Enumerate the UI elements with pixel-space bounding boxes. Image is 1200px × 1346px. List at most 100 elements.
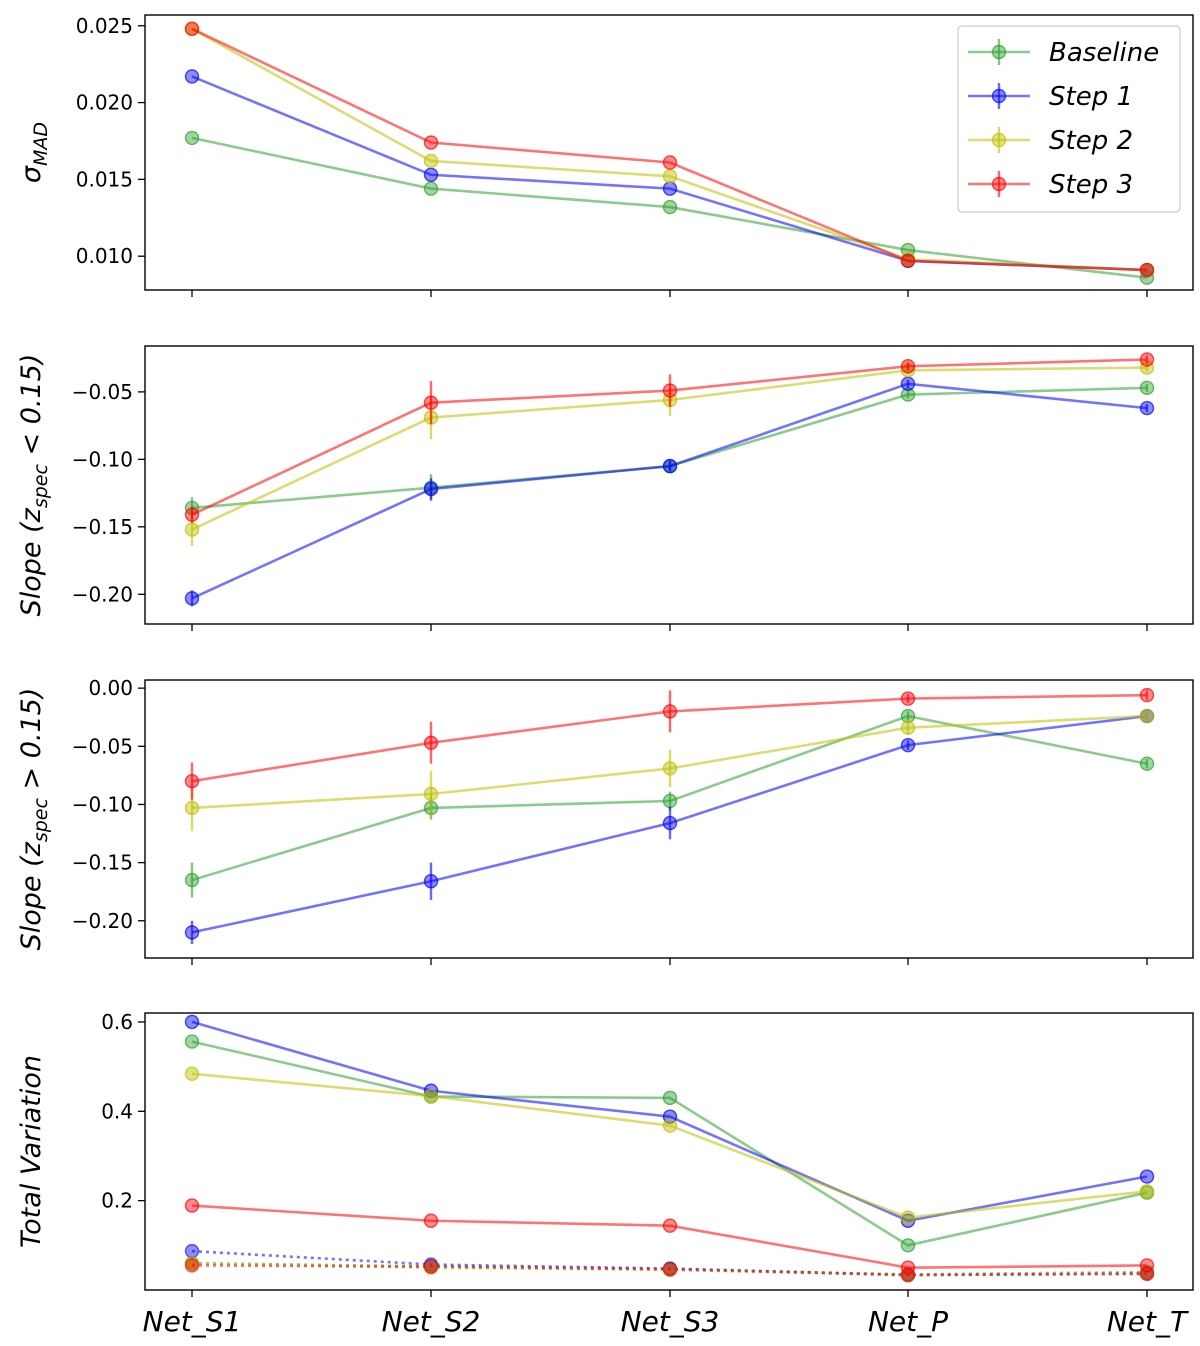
series-line bbox=[191, 1020, 1148, 1223]
y-axis-label-part: < 0.15) bbox=[16, 354, 47, 464]
data-point bbox=[1139, 262, 1155, 278]
data-point bbox=[1139, 1184, 1155, 1199]
data-point bbox=[662, 1090, 678, 1106]
y-tick-label: −0.05 bbox=[72, 734, 133, 758]
y-axis-label-subscript: MAD bbox=[30, 122, 52, 166]
data-point bbox=[1139, 1258, 1155, 1273]
series-dotted-line bbox=[191, 1264, 1148, 1277]
y-tick-label: −0.10 bbox=[72, 447, 133, 471]
y-tick-label: 0.00 bbox=[88, 676, 133, 700]
data-point bbox=[900, 253, 916, 269]
panel-4: 0.2 0.4 0.6 Total Variation bbox=[16, 1010, 1194, 1297]
data-point bbox=[900, 1210, 916, 1225]
legend-label: Baseline bbox=[1049, 38, 1159, 68]
legend-item-step-3: Step 3 bbox=[968, 170, 1133, 200]
y-axis-label-part: > 0.15) bbox=[16, 688, 47, 798]
data-point bbox=[1139, 380, 1155, 396]
data-point bbox=[1139, 1169, 1155, 1184]
legend-box bbox=[957, 25, 1181, 213]
y-tick-label: −0.20 bbox=[72, 582, 133, 606]
plot-frame bbox=[144, 14, 1194, 291]
plot-frame bbox=[144, 345, 1194, 625]
y-axis-label-subscript: spec bbox=[30, 798, 52, 843]
legend-marker bbox=[991, 132, 1007, 148]
series-step-3 bbox=[184, 1198, 1155, 1283]
series-step-3 bbox=[184, 352, 1155, 523]
legend: Baseline Step 1 Step 2 Step 3 bbox=[957, 25, 1181, 213]
series-line bbox=[191, 1204, 1148, 1269]
series-baseline bbox=[184, 708, 1155, 898]
plot-frame bbox=[144, 679, 1194, 959]
data-point bbox=[900, 376, 916, 391]
y-axis-label-subscript: spec bbox=[30, 464, 52, 509]
data-point bbox=[1139, 708, 1155, 724]
data-point bbox=[662, 155, 678, 170]
data-point bbox=[900, 737, 916, 753]
x-tick-label: Net_T bbox=[1107, 1305, 1189, 1338]
data-point bbox=[900, 720, 916, 735]
y-tick-label: 0.010 bbox=[76, 244, 133, 268]
data-point bbox=[184, 872, 200, 888]
y-tick-label: 0.025 bbox=[76, 14, 133, 38]
legend-label: Step 2 bbox=[1049, 126, 1133, 156]
x-tick-label: Net_S1 bbox=[143, 1305, 242, 1338]
legend-marker bbox=[991, 88, 1007, 104]
data-point bbox=[662, 1118, 678, 1133]
data-point bbox=[423, 135, 439, 150]
series-baseline bbox=[184, 130, 1155, 285]
data-point bbox=[184, 1198, 200, 1213]
data-point bbox=[662, 761, 678, 776]
data-point bbox=[662, 815, 678, 831]
data-point bbox=[184, 1066, 200, 1081]
series-line bbox=[191, 1072, 1148, 1219]
data-point bbox=[900, 1238, 916, 1253]
y-axis-label-2: Slope (zspec < 0.15) bbox=[16, 354, 52, 617]
x-tick-label: Net_S2 bbox=[382, 1305, 481, 1338]
series-step-1 bbox=[184, 376, 1155, 607]
data-point bbox=[900, 1260, 916, 1275]
y-axis-label-part: Slope (z bbox=[16, 507, 47, 616]
y-tick-label: 0.2 bbox=[101, 1189, 133, 1213]
data-point bbox=[1139, 687, 1155, 703]
y-axis-label-1: σMAD bbox=[16, 122, 52, 183]
y-tick-label: −0.05 bbox=[72, 380, 133, 404]
panel-2: −0.20 −0.15 −0.10 −0.05 Slope (zspec < 0.15) bbox=[16, 345, 1194, 631]
data-point bbox=[184, 69, 200, 84]
data-point bbox=[423, 153, 439, 169]
y-tick-label: 0.020 bbox=[76, 91, 133, 115]
data-point bbox=[184, 925, 200, 940]
legend-item-baseline: Baseline bbox=[968, 38, 1159, 68]
y-tick-label: 0.015 bbox=[76, 167, 133, 191]
y-tick-label: −0.15 bbox=[72, 515, 133, 539]
legend-item-step-2: Step 2 bbox=[968, 126, 1133, 156]
y-tick-label: −0.15 bbox=[72, 851, 133, 875]
x-tick-label: Net_P bbox=[868, 1305, 948, 1338]
data-point bbox=[184, 773, 200, 789]
data-point bbox=[423, 874, 439, 889]
series-step-3 bbox=[184, 21, 1155, 278]
data-point bbox=[423, 1213, 439, 1228]
legend-label: Step 3 bbox=[1049, 170, 1133, 200]
data-point bbox=[184, 1034, 200, 1049]
data-point bbox=[900, 359, 916, 374]
data-point bbox=[184, 1014, 200, 1030]
y-tick-label: 0.6 bbox=[101, 1010, 133, 1034]
data-point bbox=[1139, 352, 1155, 367]
y-axis-label-part: Slope (z bbox=[16, 841, 47, 950]
data-point bbox=[184, 522, 200, 537]
dotted-point bbox=[662, 1262, 678, 1277]
series-step-1 bbox=[184, 708, 1155, 945]
series-line bbox=[191, 27, 1148, 272]
data-point bbox=[423, 395, 439, 410]
y-axis-label-4: Total Variation bbox=[16, 1055, 47, 1248]
legend-marker bbox=[991, 44, 1007, 60]
series-step-1 bbox=[184, 1014, 1155, 1283]
data-point bbox=[900, 691, 916, 706]
data-point bbox=[423, 786, 439, 802]
data-point bbox=[423, 181, 439, 196]
dotted-point bbox=[423, 1259, 439, 1274]
data-point bbox=[423, 167, 439, 182]
series-line bbox=[191, 136, 1148, 280]
data-point bbox=[1139, 756, 1155, 771]
